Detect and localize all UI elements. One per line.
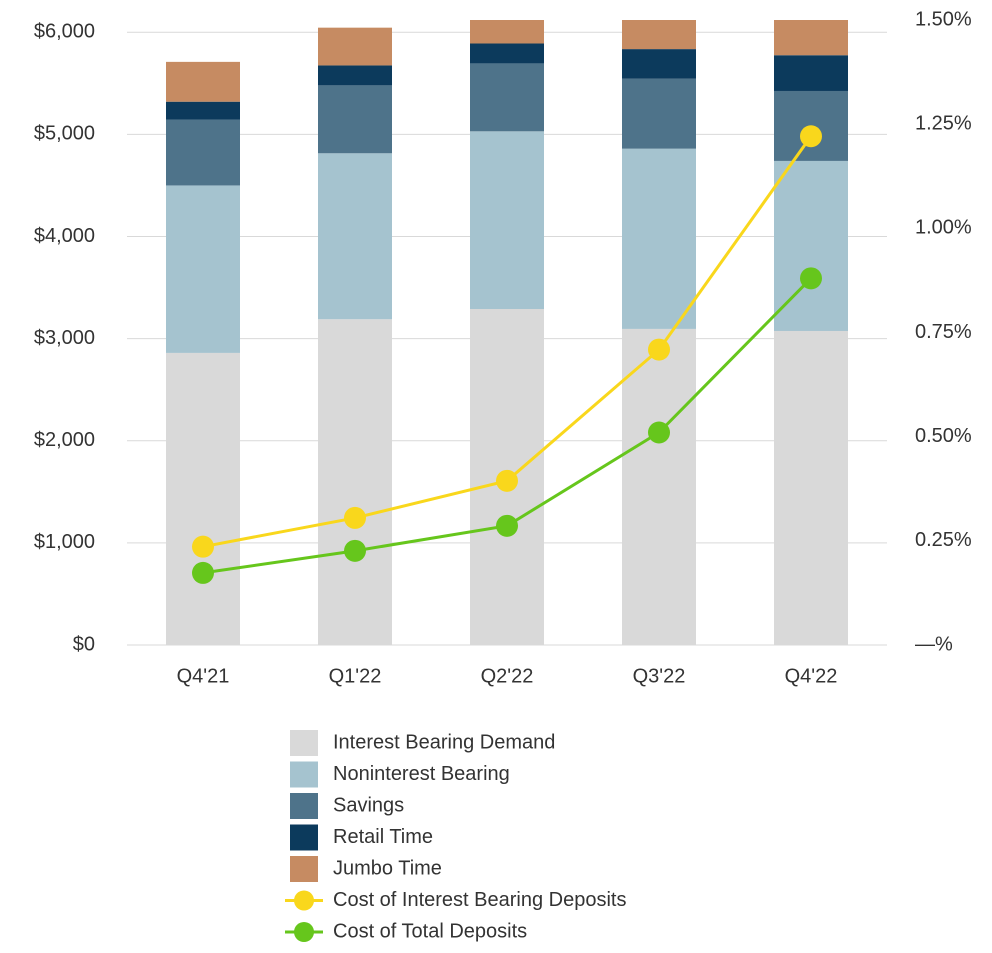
legend-label: Cost of Total Deposits [333, 920, 527, 942]
legend-swatch [290, 824, 318, 851]
bar-segment [622, 20, 696, 50]
bar-segment [166, 352, 240, 645]
line-marker [648, 338, 670, 361]
line-marker [344, 506, 366, 529]
legend-swatch [290, 856, 318, 882]
y2-tick-label: —% [915, 633, 953, 655]
x-tick-label: Q3'22 [633, 665, 686, 687]
bar-segment [318, 27, 392, 66]
legend-swatch [290, 730, 318, 756]
bar-segment [470, 20, 544, 44]
bar-segment [166, 101, 240, 120]
bar-segment [622, 78, 696, 149]
y-tick-label: $6,000 [34, 21, 95, 43]
bar-segment [318, 85, 392, 154]
bar-segment [318, 319, 392, 645]
bar-segment [774, 20, 848, 56]
bar-segment [774, 55, 848, 91]
y2-tick-label: 1.25% [915, 112, 972, 134]
legend-marker [294, 922, 314, 942]
line-marker [192, 561, 214, 584]
line-marker [800, 125, 822, 148]
x-tick-label: Q2'22 [481, 665, 534, 687]
legend-label: Interest Bearing Demand [333, 731, 555, 753]
legend-swatch [290, 793, 318, 819]
y-tick-label: $1,000 [34, 531, 95, 553]
bar-segment [622, 148, 696, 329]
y-tick-label: $3,000 [34, 327, 95, 349]
bar-segment [166, 119, 240, 186]
line-marker [344, 539, 366, 562]
legend-marker [294, 890, 314, 911]
bar-segment [774, 330, 848, 645]
y2-tick-label: 0.75% [915, 321, 972, 343]
bar-segment [318, 65, 392, 86]
bar-segment [470, 131, 544, 310]
legend-label: Savings [333, 794, 404, 816]
line-marker [192, 535, 214, 558]
y-tick-label: $5,000 [34, 123, 95, 145]
legend-label: Retail Time [333, 826, 433, 848]
y2-tick-label: 0.50% [915, 425, 972, 447]
x-tick-label: Q1'22 [329, 665, 382, 687]
line-marker [496, 514, 518, 537]
bar-segment [622, 49, 696, 79]
bar-segment [166, 185, 240, 353]
y-tick-label: $2,000 [34, 429, 95, 451]
line-marker [496, 469, 518, 492]
y2-tick-label: 1.00% [915, 217, 972, 239]
y-tick-label: $4,000 [34, 225, 95, 247]
legend-swatch [290, 761, 318, 788]
bar-segment [622, 328, 696, 645]
bar-segment [470, 63, 544, 132]
line-marker [648, 421, 670, 444]
bar-segment [166, 61, 240, 102]
legend-label: Cost of Interest Bearing Deposits [333, 889, 626, 911]
x-tick-label: Q4'21 [177, 665, 230, 687]
y-tick-label: $0 [73, 633, 95, 655]
bar-segment [318, 153, 392, 320]
legend-label: Jumbo Time [333, 857, 442, 879]
line-marker [800, 267, 822, 290]
y2-tick-label: 1.50% [915, 8, 972, 30]
y2-tick-label: 0.25% [915, 529, 972, 551]
x-tick-label: Q4'22 [785, 665, 838, 687]
bar-segment [470, 43, 544, 64]
legend-label: Noninterest Bearing [333, 763, 510, 785]
